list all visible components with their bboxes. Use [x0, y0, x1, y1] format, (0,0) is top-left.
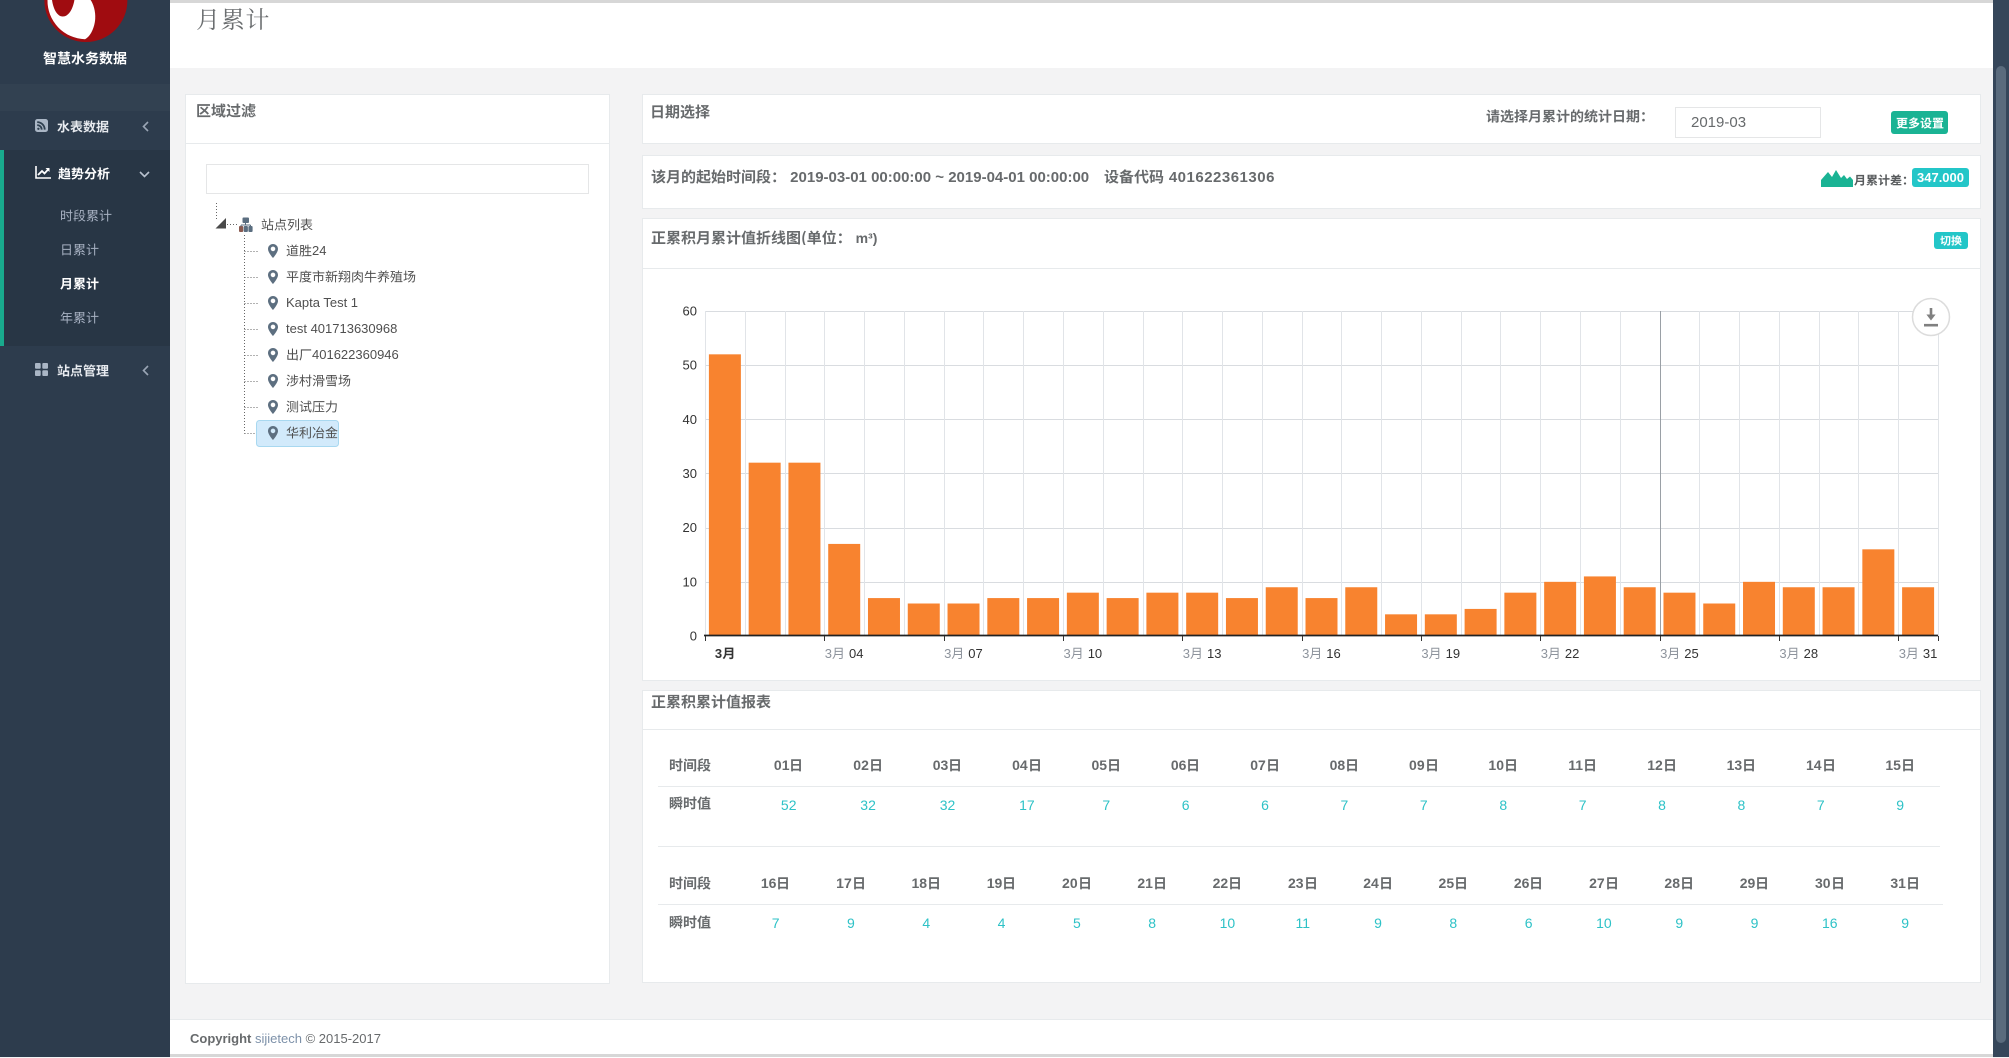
svg-text:0: 0 [690, 629, 697, 644]
svg-text:3: 3 [1302, 646, 1309, 661]
svg-text:3: 3 [944, 646, 951, 661]
svg-text:28: 28 [1804, 646, 1818, 661]
svg-text:10: 10 [683, 574, 697, 589]
svg-text:10: 10 [1088, 646, 1102, 661]
svg-text:3: 3 [1064, 646, 1071, 661]
svg-text:3: 3 [715, 646, 722, 661]
svg-text:19: 19 [1446, 646, 1460, 661]
svg-text:60: 60 [683, 304, 697, 319]
svg-text:22: 22 [1565, 646, 1579, 661]
svg-text:3: 3 [1421, 646, 1428, 661]
svg-text:04: 04 [849, 646, 863, 661]
svg-text:07: 07 [968, 646, 982, 661]
svg-text:3: 3 [1899, 646, 1906, 661]
svg-text:25: 25 [1684, 646, 1698, 661]
svg-text:3: 3 [1541, 646, 1548, 661]
svg-text:3: 3 [1779, 646, 1786, 661]
svg-text:3: 3 [1660, 646, 1667, 661]
svg-text:13: 13 [1207, 646, 1221, 661]
svg-text:3: 3 [825, 646, 832, 661]
svg-text:20: 20 [683, 520, 697, 535]
svg-text:3: 3 [1183, 646, 1190, 661]
svg-text:40: 40 [683, 412, 697, 427]
svg-text:50: 50 [683, 358, 697, 373]
svg-text:31: 31 [1923, 646, 1937, 661]
svg-text:30: 30 [683, 466, 697, 481]
svg-text:16: 16 [1326, 646, 1340, 661]
